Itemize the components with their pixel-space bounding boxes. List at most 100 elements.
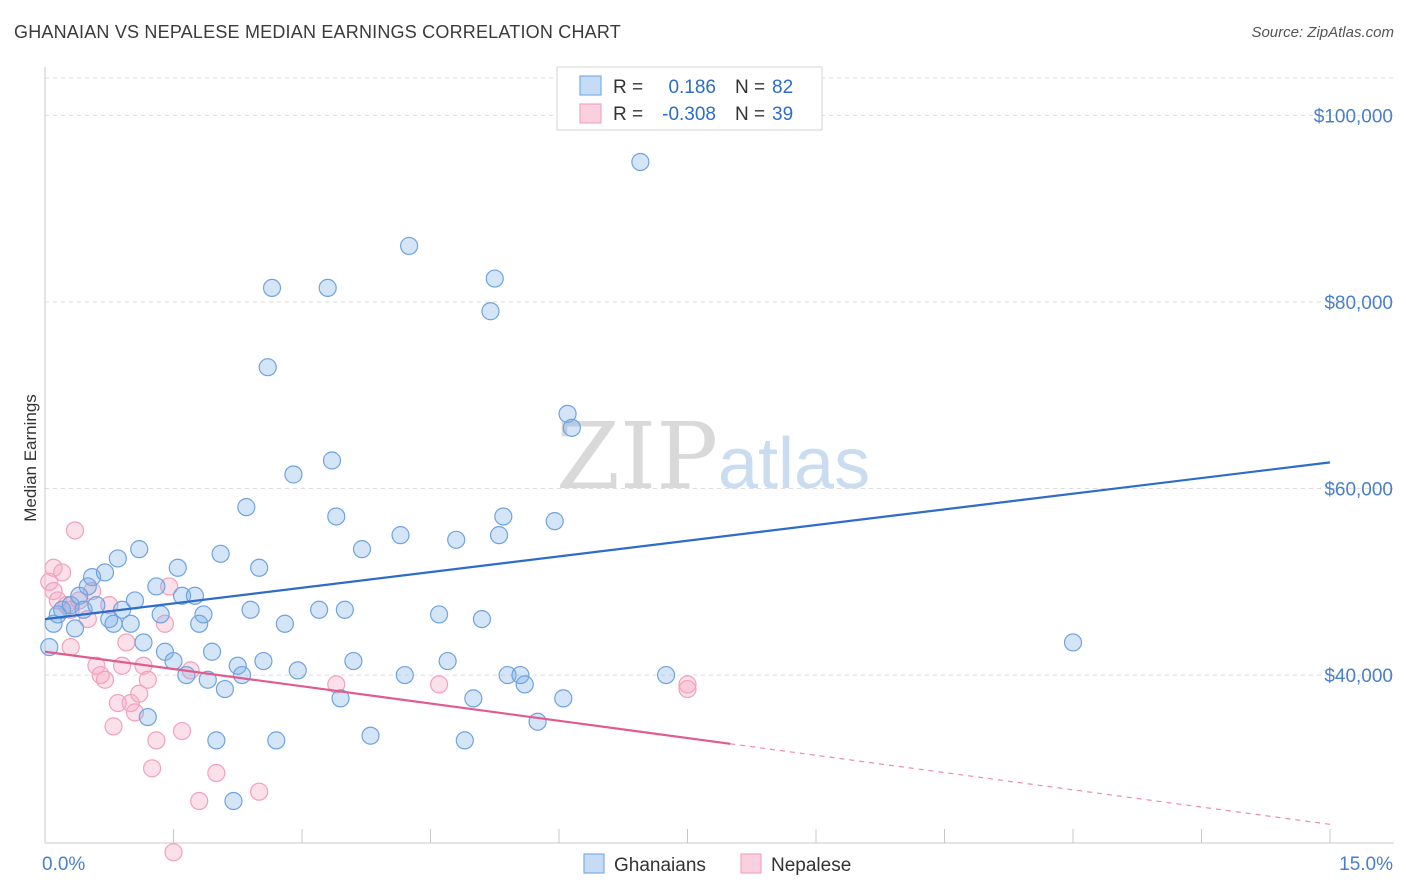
ghanaian-point [288,661,307,680]
ghanaian-point [310,600,329,619]
ghanaian-point [464,689,483,708]
ghanaian-point [232,665,252,685]
ghanaian-point [138,707,157,727]
ghanaian-point [224,791,243,811]
nepalese-point [61,637,80,657]
nepalese-point [53,563,72,582]
nepalese-trend-line-extrapolated [730,743,1331,825]
ghanaian-points [40,152,1083,811]
nepalese-point [327,675,346,694]
ghanaian-point [168,558,187,577]
ghanaian-point [275,614,294,633]
ghanaian-point [554,689,573,708]
nepalese-point [147,731,166,750]
ghanaian-point [361,726,380,745]
ghanaian-point [211,544,230,563]
ghanaian-point [489,526,509,545]
ghanaian-point [65,619,85,638]
source-credit: Source: ZipAtlas.com [1251,24,1394,41]
ghanaian-point [472,609,491,629]
nepalese-point [207,763,226,783]
ghanaian-point [262,278,282,298]
nepalese-point [117,633,136,652]
ghanaian-point [438,651,457,671]
ghanaian-point [327,507,346,526]
ghanaian-point [207,731,226,750]
nepalese-point [250,782,269,801]
ghanaian-point [250,558,269,577]
nepalese-point [142,759,162,778]
ghanaian-point [331,689,350,708]
nepalese-point [40,572,59,591]
ghanaian-point [108,549,127,568]
legend-r-value-1: 0.186 [668,77,716,98]
ghanaian-point [147,577,166,596]
ghanaian-point [202,642,222,661]
legend-n-label-1: N = [735,77,765,98]
ghanaian-point [511,665,530,685]
ghanaian-point [78,577,97,596]
ghanaian-point [254,651,273,671]
watermark-atlas: atlas [718,424,870,504]
ghanaian-point [485,269,504,288]
ghanaian-point [228,656,247,675]
ghanaian-point [190,614,209,633]
nepalese-point [160,577,179,596]
ghanaian-point [198,670,217,689]
ghanaian-point [447,530,466,549]
nepalese-points [40,521,697,862]
x-tick-label-0: 0.0% [42,854,85,875]
ghanaian-point [322,451,342,470]
ghanaian-point [429,605,449,624]
watermark-zip: ZIP [556,403,718,510]
nepalese-point [678,679,697,699]
axes [44,67,1394,844]
ghanaian-point [40,637,59,657]
ghanaian-point [130,540,149,559]
ghanaian-point [558,404,577,423]
legend-n-value-2: 39 [772,104,793,125]
legend-swatch-ghanaians [579,75,602,96]
chart-title: GHANAIAN VS NEPALESE MEDIAN EARNINGS COR… [14,22,621,42]
ghanaian-point [241,600,260,619]
legend-r-label-2: R = [613,104,643,125]
nepalese-point [108,693,127,713]
ghanaian-point [1063,633,1083,652]
ghanaian-point [95,563,115,582]
ghanaian-point [528,712,547,731]
legend-r-label-1: R = [613,77,643,98]
ghanaian-point [164,651,183,671]
y-tick-label-2: $80,000 [1324,293,1393,314]
trend-lines [44,461,1331,825]
ghanaian-point [267,731,286,750]
ghanaian-point [121,614,140,633]
series-legend: Ghanaians Nepalese [583,853,851,876]
ghanaian-point [172,586,192,605]
y-tick-label-0: $40,000 [1324,666,1393,687]
ghanaian-point [284,465,303,484]
ghanaian-trend-line [44,461,1331,621]
nepalese-point [429,675,449,694]
ghanaian-point [151,605,170,624]
ghanaian-point [494,507,513,526]
ghanaian-point [258,358,277,377]
ghanaian-point [515,675,534,694]
nepalese-point [138,670,157,689]
ghanaian-point [391,526,410,545]
ghanaian-point [318,278,337,298]
ghanaian-point [395,665,414,685]
ghanaian-point [481,302,500,321]
y-tick-label-1: $60,000 [1324,479,1393,500]
bottom-legend-nepalese: Nepalese [771,855,851,876]
nepalese-point [678,675,697,694]
ghanaian-point [134,633,153,652]
nepalese-point [87,656,106,675]
nepalese-point [44,558,63,577]
x-tick-labels: 0.0% 15.0% [42,854,1393,875]
nepalese-point [65,521,85,540]
stats-legend: R = 0.186 N = 82 R = -0.308 N = 39 [556,66,823,131]
bottom-legend-swatch-nepalese [740,853,762,874]
ghanaian-point [335,600,354,619]
ghanaian-point [194,605,213,624]
gridlines [45,77,1394,676]
